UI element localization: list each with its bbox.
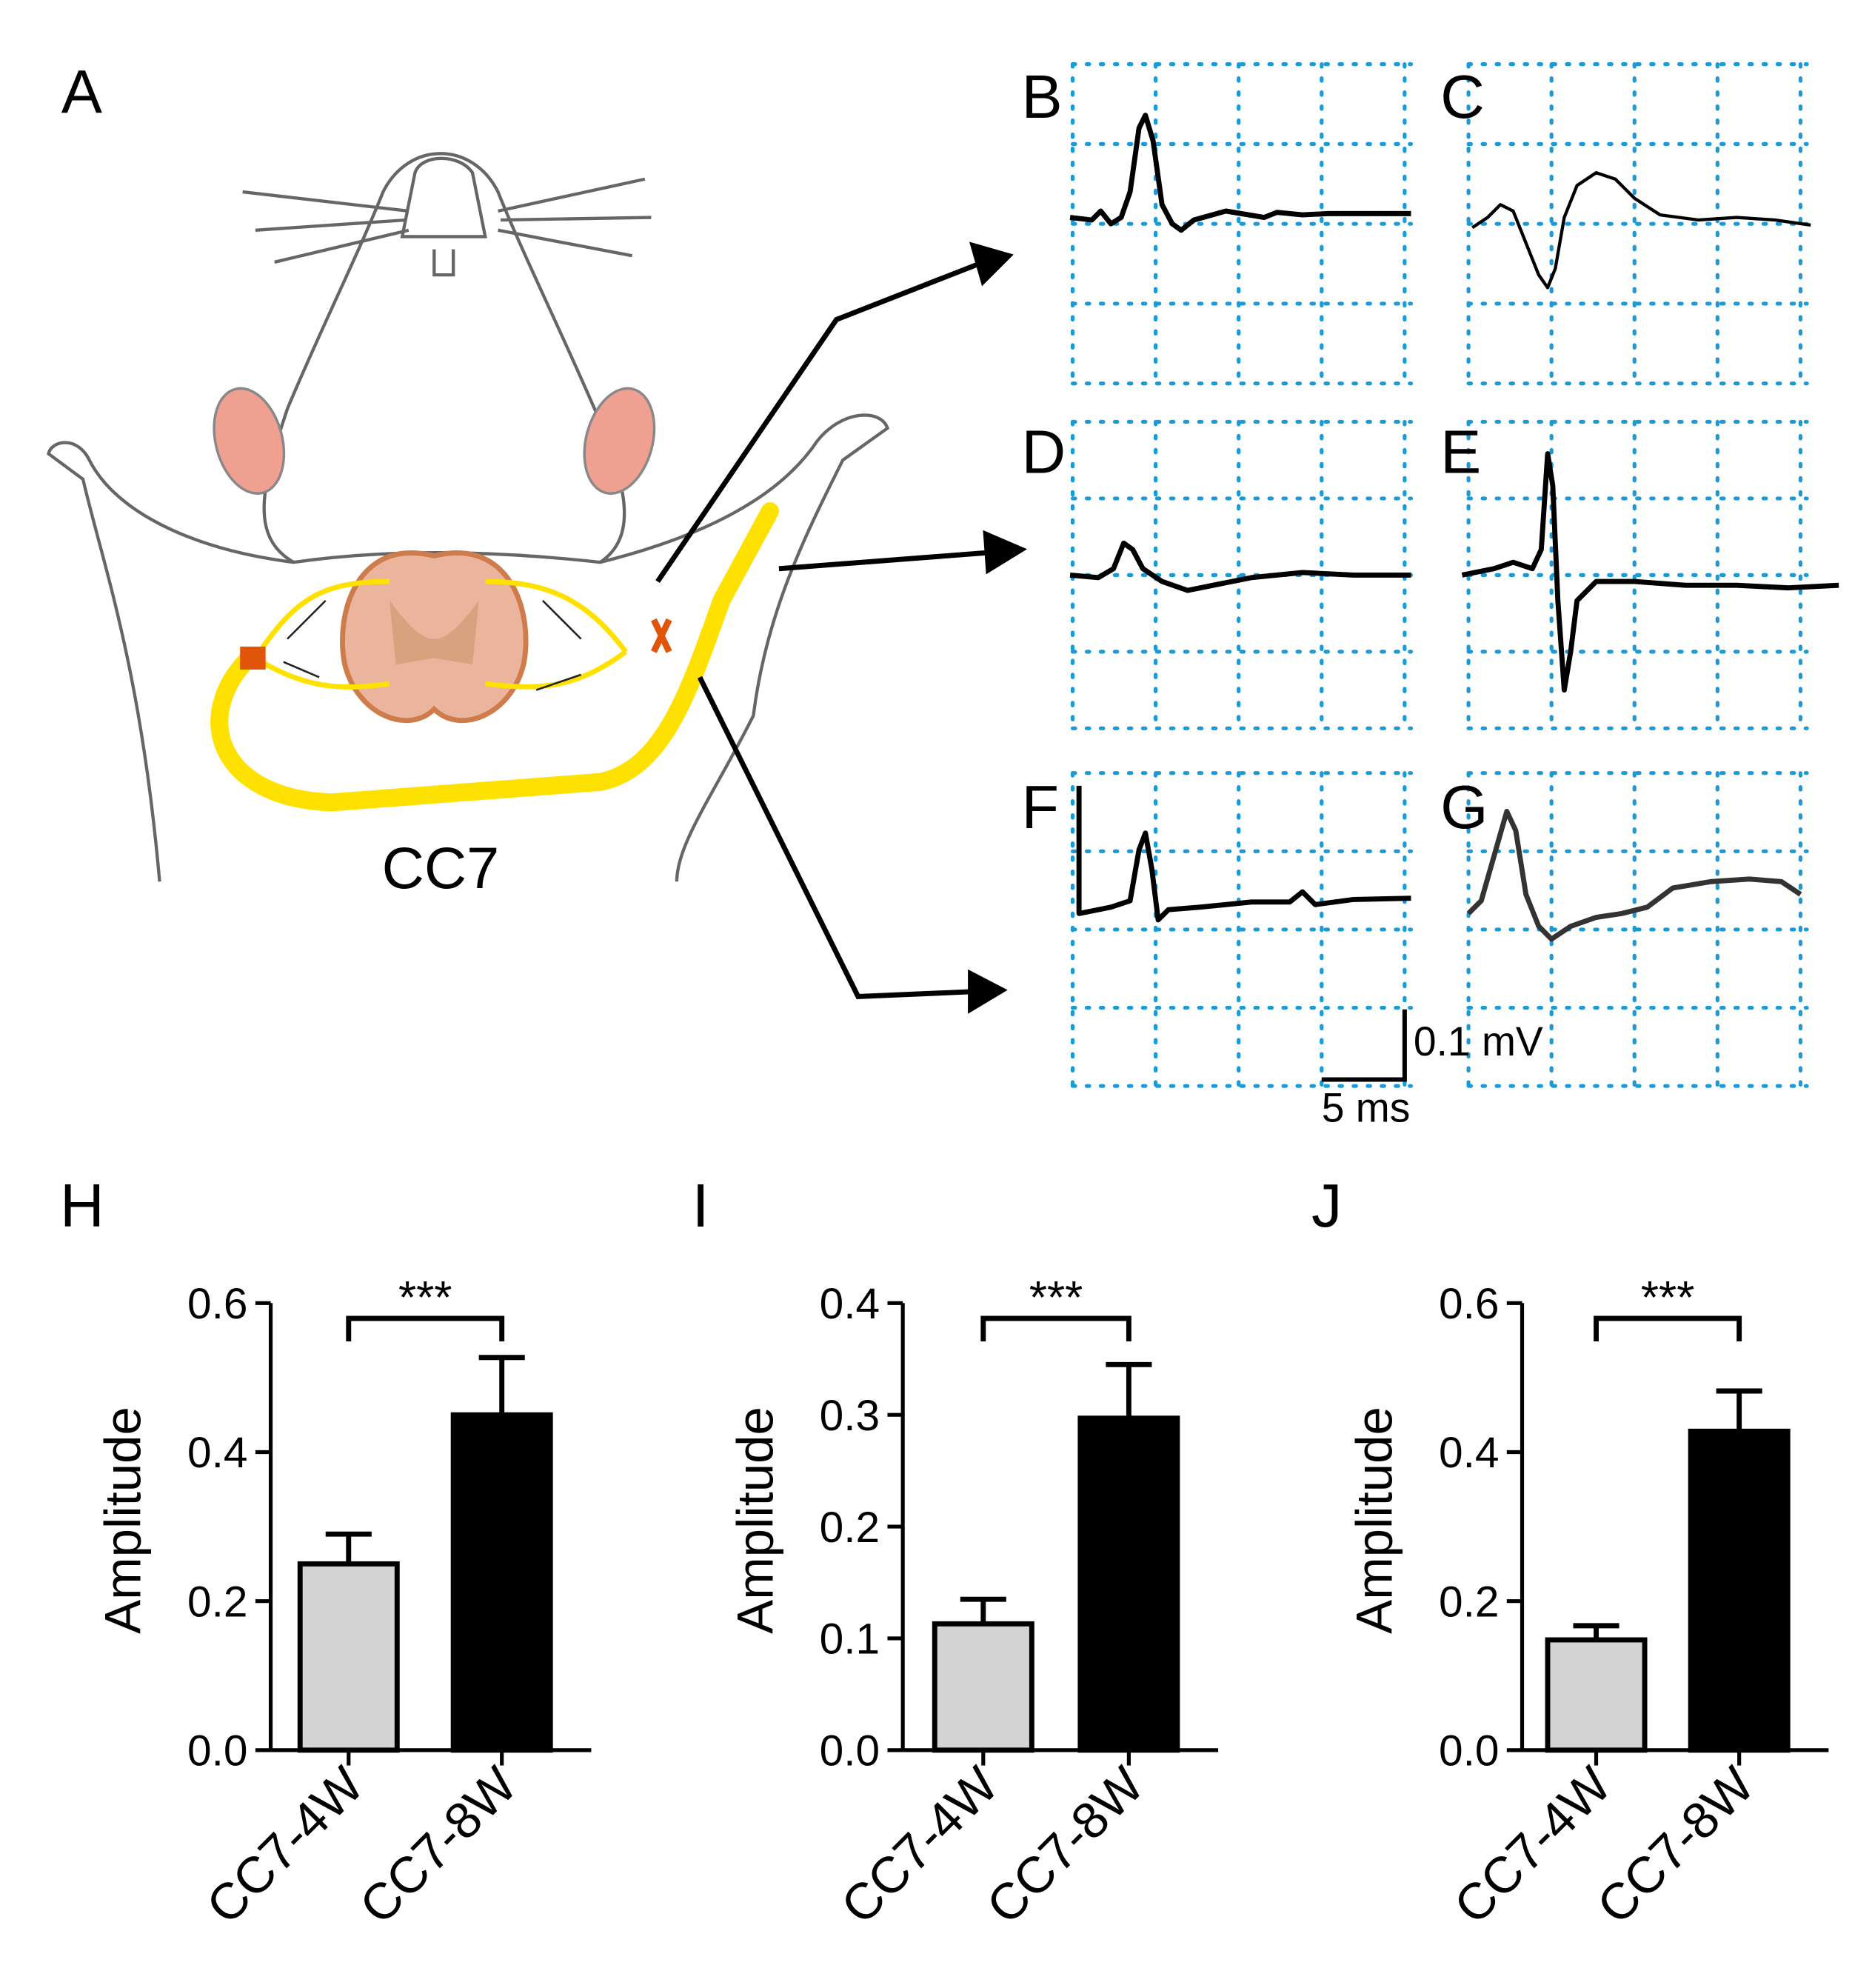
scale-bar-label: 5 ms — [1322, 1084, 1411, 1130]
rat-illustration-part — [389, 600, 479, 665]
trace-grids — [1070, 62, 1809, 1088]
significance-label: *** — [1641, 1272, 1694, 1324]
panel-label: D — [1022, 417, 1066, 486]
panel-label: E — [1440, 417, 1481, 486]
traces-part — [1471, 171, 1811, 290]
traces-part — [1069, 540, 1411, 593]
y-tick-label: 0.4 — [1439, 1429, 1499, 1477]
rat-illustration-part — [262, 152, 626, 564]
traces-part — [1069, 113, 1411, 233]
panel-label: A — [61, 57, 103, 126]
error-bar — [1106, 1361, 1152, 1418]
panel-label: B — [1022, 62, 1063, 131]
bar — [297, 1561, 400, 1753]
rat-illustration-part — [599, 413, 890, 882]
rat-illustration-part — [340, 550, 529, 724]
bar — [1688, 1428, 1791, 1753]
significance-label: *** — [398, 1272, 452, 1324]
bar — [450, 1412, 553, 1753]
rat-illustration-part — [47, 441, 294, 882]
x-tick-label: CC7-8W — [976, 1756, 1154, 1935]
y-tick-label: 0.2 — [187, 1578, 248, 1626]
arrows-part — [655, 259, 985, 583]
rat-illustration — [47, 152, 890, 882]
significance-bracket — [980, 1315, 1131, 1342]
error-bar — [478, 1355, 525, 1415]
arrows-part — [969, 241, 1014, 287]
rat-illustration-part — [400, 156, 487, 239]
illustration-label: CC7 — [382, 835, 500, 901]
rat-illustration-part — [242, 177, 652, 264]
y-tick-label: 0.3 — [820, 1392, 880, 1440]
traces — [1069, 113, 1839, 1082]
arrows-part — [983, 530, 1028, 575]
y-axis-label: Amplitude — [726, 1407, 783, 1634]
y-tick-label: 0.0 — [1439, 1727, 1499, 1775]
panel-label: C — [1440, 62, 1485, 131]
significance-bracket — [1594, 1315, 1742, 1342]
error-bar — [1716, 1388, 1762, 1432]
error-bar — [960, 1596, 1006, 1624]
error-bar — [325, 1531, 372, 1564]
rat-illustration-part — [432, 249, 455, 277]
traces-part — [1076, 785, 1411, 923]
y-tick-label: 0.0 — [820, 1727, 880, 1775]
y-tick-label: 0.2 — [820, 1504, 880, 1552]
rat-illustration-part — [583, 387, 656, 495]
panel-label: J — [1311, 1171, 1342, 1240]
rat-illustration-part — [213, 387, 286, 495]
x-tick-label: CC7-8W — [1586, 1756, 1765, 1935]
arrows — [655, 241, 1028, 1014]
traces-part — [1321, 1009, 1407, 1082]
scale-bar-label: 0.1 mV — [1414, 1018, 1543, 1064]
arrows-part — [968, 969, 1008, 1014]
error-bar — [1573, 1623, 1619, 1640]
rat-illustration-part — [651, 618, 672, 653]
significance-label: *** — [1029, 1272, 1083, 1324]
y-axis-label: Amplitude — [1346, 1407, 1403, 1634]
rat-illustration-part — [240, 646, 266, 670]
arrows-part — [697, 676, 977, 999]
y-tick-label: 0.6 — [1439, 1280, 1499, 1328]
panel-label: F — [1022, 773, 1060, 841]
panel-label: G — [1440, 773, 1488, 841]
x-tick-label: CC7-4W — [830, 1756, 1009, 1935]
y-tick-label: 0.4 — [820, 1280, 880, 1328]
y-tick-label: 0.4 — [187, 1429, 248, 1477]
rat-illustration-part — [283, 599, 582, 691]
x-tick-label: CC7-4W — [1443, 1756, 1622, 1935]
x-tick-label: CC7-8W — [349, 1756, 527, 1935]
panel-label: H — [60, 1171, 104, 1240]
y-tick-label: 0.6 — [187, 1280, 248, 1328]
arrows-part — [778, 549, 997, 572]
significance-bracket — [346, 1315, 505, 1342]
traces-part — [1461, 451, 1839, 693]
bar — [932, 1621, 1034, 1753]
rat-illustration-part — [253, 578, 628, 690]
panel-label: I — [692, 1171, 709, 1240]
y-tick-label: 0.2 — [1439, 1578, 1499, 1626]
x-tick-label: CC7-4W — [195, 1756, 374, 1935]
bar — [1077, 1415, 1180, 1753]
bar — [1545, 1637, 1648, 1753]
y-tick-label: 0.1 — [820, 1615, 880, 1664]
y-tick-label: 0.0 — [187, 1727, 248, 1775]
rat-illustration-part — [210, 502, 779, 812]
traces-part — [1466, 808, 1802, 942]
y-axis-label: Amplitude — [95, 1407, 152, 1634]
